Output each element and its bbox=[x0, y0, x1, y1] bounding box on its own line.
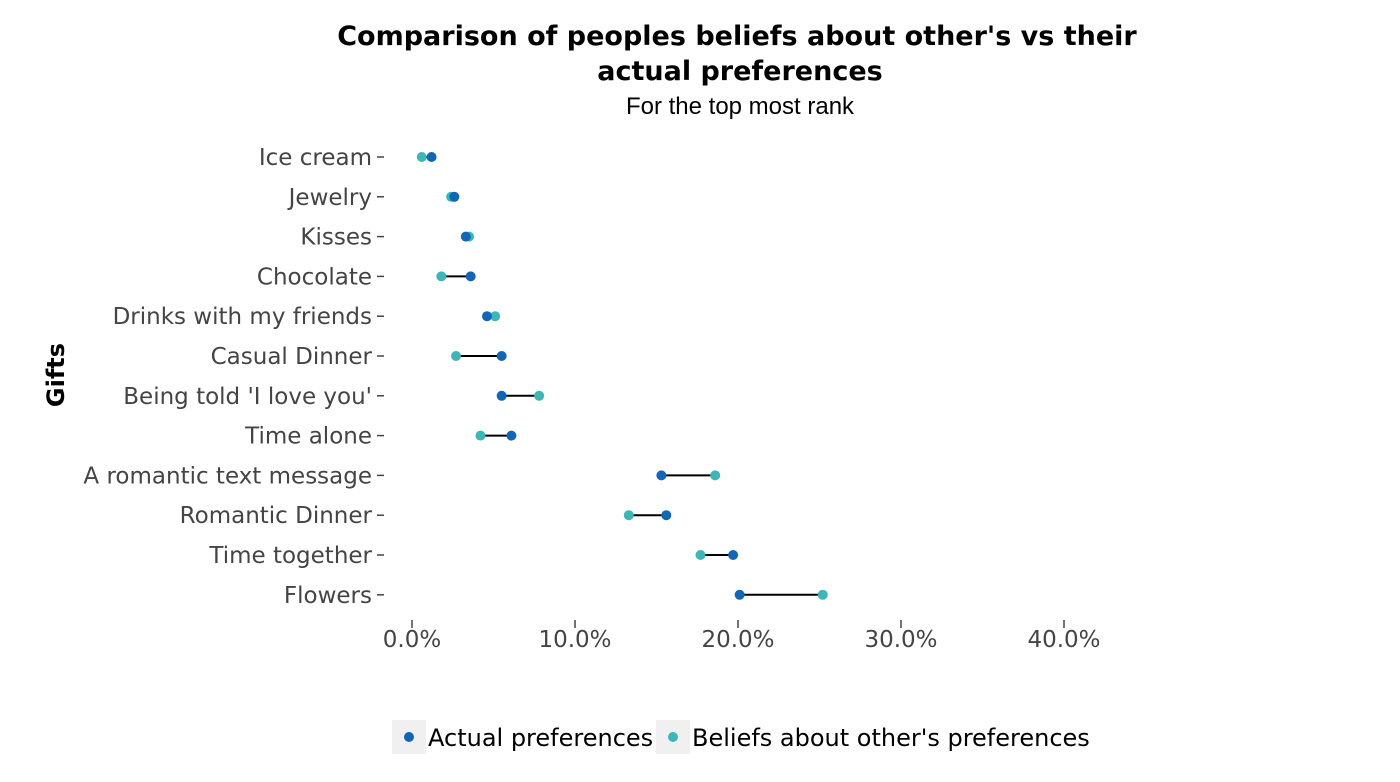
point-beliefs bbox=[695, 550, 706, 560]
y-tick-label: Chocolate bbox=[257, 264, 372, 290]
point-beliefs bbox=[817, 589, 828, 600]
point-actual bbox=[496, 390, 507, 401]
y-tick-label: Drinks with my friends bbox=[113, 304, 372, 330]
y-tick-label: Flowers bbox=[284, 583, 372, 609]
y-tick-label: A romantic text message bbox=[83, 463, 372, 489]
point-actual bbox=[449, 191, 460, 202]
point-beliefs bbox=[475, 430, 486, 441]
chart-title-line-1: Comparison of peoples beliefs about othe… bbox=[337, 21, 1137, 52]
point-actual bbox=[661, 510, 672, 521]
point-actual bbox=[506, 430, 517, 441]
point-actual bbox=[496, 351, 507, 361]
y-tick-label: Time alone bbox=[244, 424, 372, 450]
y-tick-label: Casual Dinner bbox=[211, 344, 373, 370]
chart-subtitle: For the top most rank bbox=[626, 93, 855, 120]
x-tick-label: 40.0% bbox=[1027, 627, 1100, 653]
point-actual bbox=[728, 550, 739, 560]
x-tick-label: 10.0% bbox=[538, 627, 611, 653]
chart-title-line-2: actual preferences bbox=[597, 56, 882, 87]
legend-label-actual: Actual preferences bbox=[428, 724, 653, 752]
point-beliefs bbox=[436, 271, 447, 282]
legend-dot-actual bbox=[404, 732, 414, 742]
point-actual bbox=[481, 311, 492, 322]
y-axis-title: Gifts bbox=[42, 343, 70, 407]
point-actual bbox=[460, 231, 471, 242]
axes: Ice cream Jewelry Kisses Chocolate Drinks wi… bbox=[83, 145, 1100, 653]
point-actual bbox=[734, 589, 745, 600]
legend-dot-beliefs bbox=[668, 732, 678, 742]
point-beliefs bbox=[451, 351, 462, 361]
point-actual bbox=[426, 152, 437, 162]
y-tick-label: Jewelry bbox=[287, 185, 372, 211]
legend: Actual preferences Beliefs about other's… bbox=[392, 720, 1090, 754]
y-tick-label: Romantic Dinner bbox=[180, 503, 373, 529]
x-tick-label: 30.0% bbox=[864, 627, 937, 653]
y-tick-label: Kisses bbox=[300, 225, 372, 251]
x-tick-label: 0.0% bbox=[383, 627, 441, 653]
x-tick-label: 20.0% bbox=[701, 627, 774, 653]
y-tick-label: Time together bbox=[208, 543, 372, 569]
legend-label-beliefs: Beliefs about other's preferences bbox=[692, 724, 1090, 752]
plot-area bbox=[416, 152, 828, 600]
y-tick-label: Being told 'I love you' bbox=[123, 384, 372, 410]
point-actual bbox=[656, 470, 667, 481]
point-beliefs bbox=[623, 510, 634, 521]
point-beliefs bbox=[710, 470, 721, 481]
point-actual bbox=[465, 271, 476, 282]
y-tick-label: Ice cream bbox=[259, 145, 372, 171]
point-beliefs bbox=[490, 311, 501, 322]
point-beliefs bbox=[416, 152, 427, 162]
point-beliefs bbox=[534, 390, 545, 401]
